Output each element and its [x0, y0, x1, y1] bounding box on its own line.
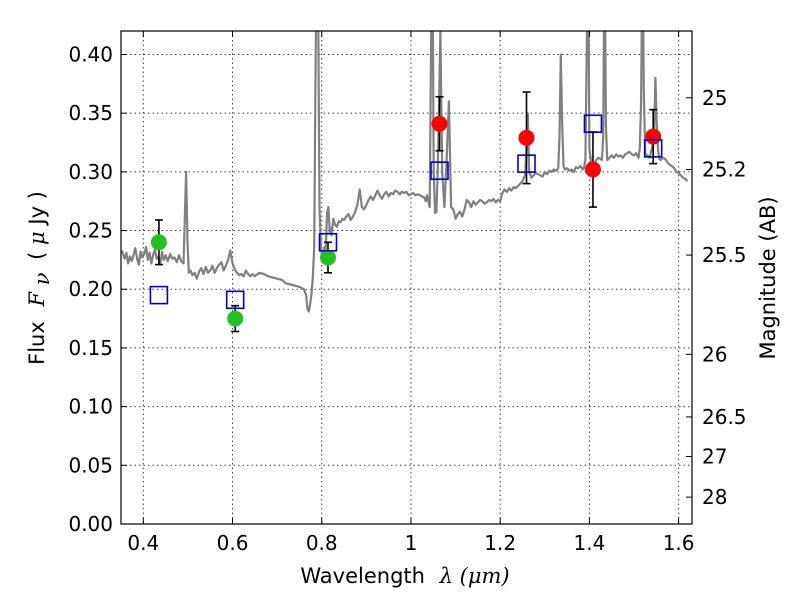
- observed-point-optical: [319, 249, 336, 266]
- y-axis-label-symbol: F: [25, 291, 49, 308]
- y-tick-label: 0.40: [68, 42, 113, 66]
- y2-tick-label: 25: [702, 86, 727, 110]
- y2-tick-label: 26: [702, 342, 727, 366]
- y-tick-label: 0.25: [68, 219, 113, 243]
- model-photometry-square: [149, 285, 169, 305]
- y2-axis-label: Magnitude (AB): [756, 196, 780, 359]
- x-axis-label-text: Wavelength: [300, 564, 425, 588]
- y2-tick-label: 25.5: [702, 243, 747, 267]
- x-tick-label: 0.4: [127, 531, 159, 555]
- y-tick-label: 0.10: [68, 395, 113, 419]
- y-axis-label-unit-mu: μ: [25, 231, 49, 245]
- model-photometry-squares: [149, 114, 663, 310]
- errorbars: [154, 91, 658, 333]
- x-tick-label: 1: [405, 531, 418, 555]
- y-tick-label: 0.35: [68, 101, 113, 125]
- y2-ticks: 25 25.2 25.5 26 26.5 27 28: [686, 86, 747, 509]
- y-axis-label-text: Flux: [25, 321, 49, 365]
- y-axis-label: Flux F ν ( μ Jy ): [25, 191, 54, 365]
- grid: [121, 31, 692, 525]
- y-axis-label-unit-open: (: [25, 245, 49, 260]
- y2-tick-label: 25.2: [702, 157, 747, 181]
- model-photometry-square: [517, 154, 536, 173]
- x-tick-label: 0.8: [306, 531, 338, 555]
- y-tick-label: 0.20: [68, 277, 113, 301]
- observed-point-nir: [584, 161, 601, 178]
- observed-point-nir: [645, 128, 662, 145]
- observed-point-nir: [431, 115, 448, 132]
- observed-point-nir: [518, 129, 535, 146]
- x-axis-label-math: λ (μm): [439, 564, 510, 588]
- model-spectrum-line: [121, 31, 689, 313]
- y2-tick-label: 28: [702, 485, 727, 509]
- model-photometry-square: [225, 290, 245, 310]
- y2-tick-label: 26.5: [702, 405, 747, 429]
- y-tick-label: 0.30: [68, 160, 113, 184]
- x-ticks: 0.4 0.6 0.8 1 1.2 1.4 1.6: [127, 31, 695, 555]
- plot-frame: [120, 30, 693, 525]
- model-photometry-square: [318, 232, 338, 252]
- observed-point-optical: [150, 234, 167, 251]
- y-tick-label: 0.05: [68, 453, 113, 477]
- y-tick-label: 0.15: [68, 336, 113, 360]
- y-tick-label: 0.00: [68, 512, 113, 536]
- model-photometry-square: [430, 161, 449, 180]
- x-tick-label: 1.2: [484, 531, 516, 555]
- observed-points: [150, 115, 662, 327]
- model-photometry-square: [643, 139, 663, 158]
- y-ticks: 0.00 0.05 0.10 0.15 0.20 0.25 0.30 0.35 0.40: [68, 42, 127, 536]
- x-tick-label: 0.6: [217, 531, 249, 555]
- spectrum-layer: [121, 31, 689, 313]
- y2-tick-label: 27: [702, 444, 727, 468]
- y-axis-label-unit-rest: Jy ): [25, 191, 49, 227]
- x-axis-label: Wavelength λ (μm): [300, 564, 509, 588]
- x-tick-label: 1.6: [663, 531, 695, 555]
- y-axis-label-subscript: ν: [30, 272, 54, 285]
- model-photometry-square: [583, 114, 603, 134]
- x-tick-label: 1.4: [573, 531, 605, 555]
- observed-point-optical: [227, 310, 244, 327]
